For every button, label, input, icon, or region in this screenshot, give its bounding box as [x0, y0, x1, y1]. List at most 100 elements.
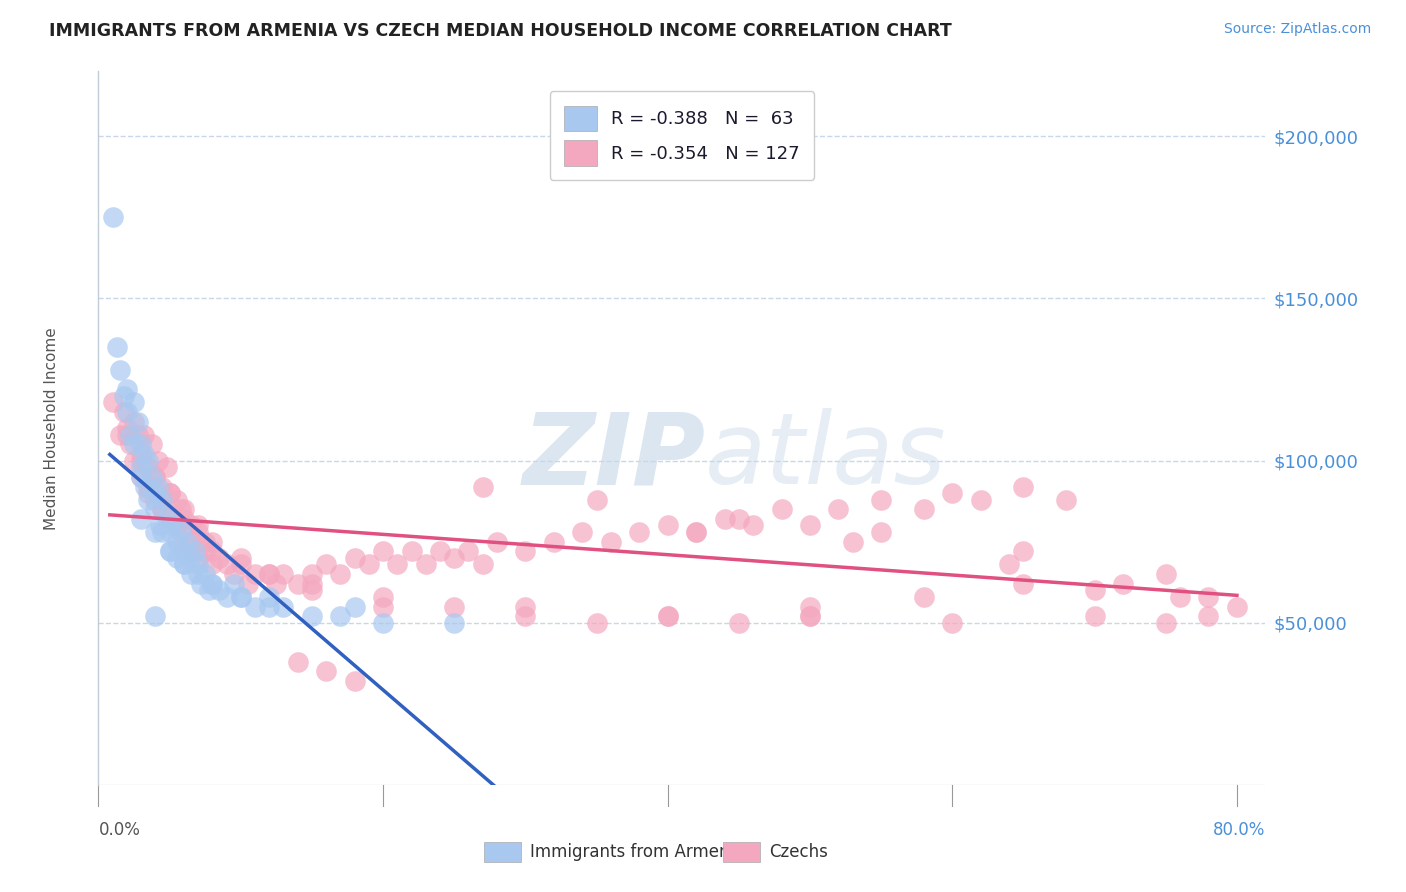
Point: [998, 558, 1021, 572]
Point: [149, 518, 172, 533]
Point: [136, 460, 159, 475]
FancyBboxPatch shape: [723, 842, 761, 862]
Point: [170, 524, 193, 539]
Point: [176, 534, 198, 549]
Point: [515, 609, 537, 624]
Point: [471, 479, 494, 493]
Point: [115, 427, 138, 442]
Point: [201, 534, 224, 549]
Point: [194, 544, 217, 558]
Point: [1226, 599, 1249, 614]
Point: [166, 492, 188, 507]
Point: [657, 609, 679, 624]
Point: [201, 544, 224, 558]
Point: [156, 512, 179, 526]
Text: Source: ZipAtlas.com: Source: ZipAtlas.com: [1223, 22, 1371, 37]
Point: [485, 534, 508, 549]
Point: [115, 382, 138, 396]
Point: [727, 615, 749, 630]
Point: [1198, 590, 1220, 604]
Point: [152, 502, 174, 516]
Point: [1168, 590, 1191, 604]
Point: [201, 577, 224, 591]
Point: [571, 524, 593, 539]
Point: [1084, 583, 1107, 598]
Point: [187, 550, 209, 565]
Point: [115, 405, 138, 419]
Point: [243, 599, 266, 614]
Point: [173, 544, 195, 558]
Point: [129, 512, 152, 526]
Text: Czechs: Czechs: [769, 843, 828, 861]
Point: [229, 550, 252, 565]
Point: [257, 599, 280, 614]
Point: [170, 502, 193, 516]
Point: [159, 544, 181, 558]
Point: [122, 437, 145, 451]
Point: [118, 427, 141, 442]
Point: [343, 674, 366, 689]
Text: IMMIGRANTS FROM ARMENIA VS CZECH MEDIAN HOUSEHOLD INCOME CORRELATION CHART: IMMIGRANTS FROM ARMENIA VS CZECH MEDIAN …: [49, 22, 952, 40]
Point: [143, 492, 166, 507]
Point: [136, 486, 159, 500]
Point: [108, 363, 131, 377]
Point: [585, 492, 607, 507]
Point: [129, 453, 152, 467]
Point: [173, 558, 195, 572]
Text: 0.0%: 0.0%: [98, 821, 141, 838]
Point: [912, 590, 935, 604]
Point: [471, 558, 494, 572]
Point: [357, 558, 380, 572]
Point: [371, 599, 394, 614]
Point: [108, 427, 131, 442]
Point: [187, 558, 209, 572]
Point: [628, 524, 651, 539]
Point: [1054, 492, 1077, 507]
Point: [543, 534, 565, 549]
Point: [713, 512, 735, 526]
Point: [657, 518, 679, 533]
Point: [132, 427, 155, 442]
Point: [912, 502, 935, 516]
Point: [1012, 577, 1035, 591]
Point: [799, 599, 821, 614]
Point: [401, 544, 423, 558]
Point: [194, 534, 217, 549]
Point: [173, 512, 195, 526]
Point: [457, 544, 479, 558]
Point: [371, 615, 394, 630]
Point: [941, 486, 963, 500]
Point: [257, 567, 280, 582]
Point: [180, 534, 202, 549]
Point: [129, 470, 152, 484]
Text: 80.0%: 80.0%: [1213, 821, 1265, 838]
Point: [122, 395, 145, 409]
Point: [159, 544, 181, 558]
Point: [143, 470, 166, 484]
Point: [870, 492, 893, 507]
Point: [941, 615, 963, 630]
Point: [1154, 567, 1177, 582]
Point: [415, 558, 437, 572]
Point: [187, 524, 209, 539]
Point: [152, 502, 174, 516]
Point: [143, 502, 166, 516]
Point: [136, 479, 159, 493]
Point: [208, 550, 231, 565]
Point: [127, 415, 149, 429]
Point: [236, 577, 259, 591]
Point: [970, 492, 993, 507]
Point: [180, 518, 202, 533]
Point: [129, 470, 152, 484]
Point: [208, 583, 231, 598]
Point: [166, 550, 188, 565]
Point: [198, 583, 221, 598]
Point: [371, 544, 394, 558]
Point: [143, 486, 166, 500]
Point: [515, 544, 537, 558]
Point: [870, 524, 893, 539]
Text: Median Household Income: Median Household Income: [44, 326, 59, 530]
Point: [685, 524, 707, 539]
Point: [1154, 615, 1177, 630]
Text: ZIP: ZIP: [522, 409, 706, 505]
